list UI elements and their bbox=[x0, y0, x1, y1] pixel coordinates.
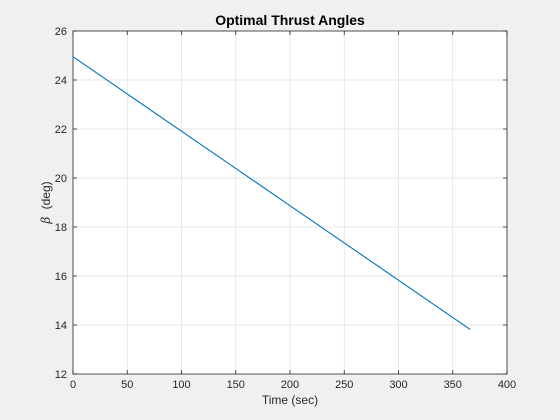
x-tick-label: 300 bbox=[389, 379, 407, 391]
x-tick-label: 200 bbox=[281, 379, 299, 391]
chart-title: Optimal Thrust Angles bbox=[215, 12, 365, 28]
ticks bbox=[72, 30, 508, 375]
y-tick-label: 12 bbox=[55, 369, 67, 381]
x-tick-label: 350 bbox=[444, 379, 462, 391]
x-tick-label: 150 bbox=[227, 379, 245, 391]
y-tick-label: 14 bbox=[55, 320, 67, 332]
series-line bbox=[72, 56, 471, 330]
x-tick-label: 0 bbox=[70, 379, 76, 391]
y-tick-label: 20 bbox=[55, 173, 67, 185]
x-tick-label: 100 bbox=[172, 379, 190, 391]
x-axis-label: Time (sec) bbox=[262, 393, 318, 407]
x-tick-label: 250 bbox=[335, 379, 353, 391]
y-tick-label: 24 bbox=[55, 75, 67, 87]
y-tick-label: 18 bbox=[55, 222, 67, 234]
x-tick-label: 50 bbox=[121, 379, 133, 391]
y-axis-label-text: (deg) bbox=[39, 181, 53, 209]
series-group bbox=[72, 56, 471, 330]
tick-labels: 0 50 100 150 200 250 300 350 400 12 14 16 18 20 22 24 26 bbox=[55, 26, 516, 391]
y-tick-label: 16 bbox=[55, 271, 67, 283]
y-axis-label: β (deg) bbox=[39, 181, 53, 224]
y-axis-label-symbol: β bbox=[39, 217, 53, 225]
y-tick-label: 22 bbox=[55, 124, 67, 136]
y-tick-label: 26 bbox=[55, 26, 67, 38]
x-tick-label: 400 bbox=[498, 379, 516, 391]
